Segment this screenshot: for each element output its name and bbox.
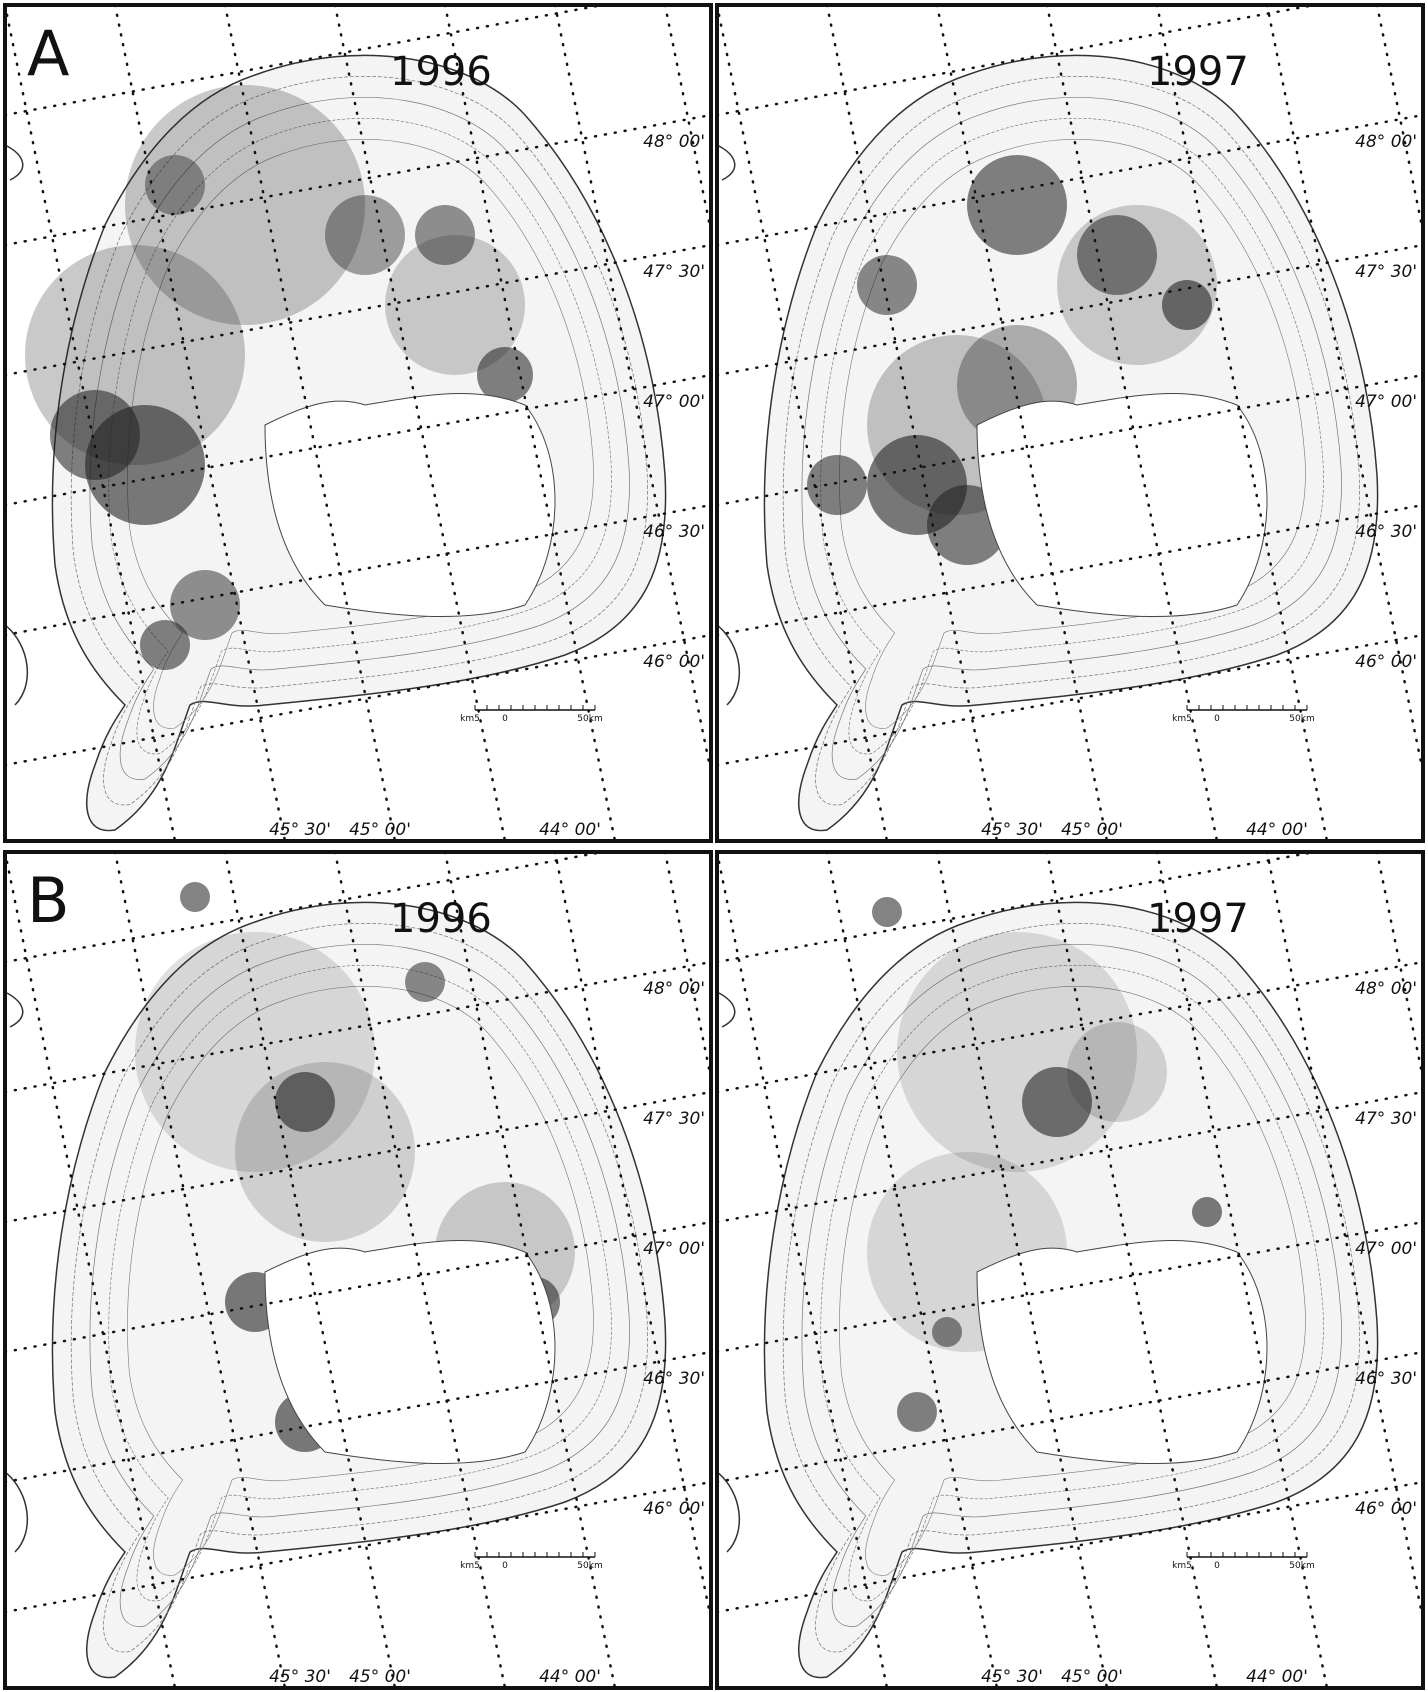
longitude-label: 44° 00' xyxy=(1246,820,1308,840)
latitude-label: 47° 30' xyxy=(1355,1109,1417,1129)
scale-label: km5 xyxy=(460,714,480,724)
longitude-label: 45° 00' xyxy=(349,820,411,840)
density-patch xyxy=(857,255,917,315)
latitude-label: 47° 00' xyxy=(1355,392,1417,412)
longitude-label: 45° 30' xyxy=(269,1667,331,1687)
latitude-label: 46° 00' xyxy=(1355,652,1417,672)
scale-label: 50km xyxy=(577,1561,602,1571)
density-patch xyxy=(140,620,190,670)
latitude-label: 48° 00' xyxy=(1355,132,1417,152)
longitude-label: 45° 30' xyxy=(981,820,1043,840)
latitude-label: 46° 30' xyxy=(643,1369,705,1389)
panel-label: B xyxy=(27,864,70,937)
longitude-label: 44° 00' xyxy=(539,820,601,840)
panel-label: A xyxy=(27,17,69,90)
map-panel: 1997 48° 00' 47° 30' 47° 00' 46° 30' 46° 00' 4… xyxy=(717,832,1428,1688)
year-label: 1996 xyxy=(390,896,492,942)
longitude-label: 45° 00' xyxy=(1061,820,1123,840)
inner-shoal xyxy=(265,393,555,616)
density-patch xyxy=(385,235,525,375)
latitude-label: 47° 30' xyxy=(1355,262,1417,282)
latitude-label: 46° 00' xyxy=(643,1499,705,1519)
longitude-label: 44° 00' xyxy=(539,1667,601,1687)
density-patch xyxy=(872,897,902,927)
latitude-label: 47° 00' xyxy=(643,392,705,412)
longitude-label: 45° 30' xyxy=(269,820,331,840)
map-panel: 1997 48° 00' 47° 30' 47° 00' 46° 30' 46° 00' 4… xyxy=(717,0,1428,841)
year-label: 1996 xyxy=(390,49,492,95)
density-patch xyxy=(1057,205,1217,365)
density-patch xyxy=(135,932,375,1172)
latitude-label: 47° 00' xyxy=(1355,1239,1417,1259)
map-panel: B 1996 48° 00' 47° 30' 47° 00' 46° 30' 46° 00'… xyxy=(5,832,835,1688)
longitude-label: 45° 30' xyxy=(981,1667,1043,1687)
latitude-label: 48° 00' xyxy=(1355,979,1417,999)
scale-label: 0 xyxy=(1214,1561,1220,1571)
density-patch xyxy=(25,245,245,465)
scale-label: km5 xyxy=(460,1561,480,1571)
map-panel: A 1996 48° 00' 47° 30' 47° 00' 46° 30' 46° 00'… xyxy=(5,0,835,841)
latitude-label: 47° 00' xyxy=(643,1239,705,1259)
scale-label: km5 xyxy=(1172,714,1192,724)
density-patch xyxy=(897,1392,937,1432)
latitude-label: 46° 00' xyxy=(1355,1499,1417,1519)
scale-label: 50km xyxy=(577,714,602,724)
scale-label: km5 xyxy=(1172,1561,1192,1571)
scale-label: 50km xyxy=(1289,714,1314,724)
latitude-label: 46° 30' xyxy=(643,522,705,542)
year-label: 1997 xyxy=(1147,896,1249,942)
scale-label: 0 xyxy=(1214,714,1220,724)
inner-shoal xyxy=(977,393,1267,616)
inner-shoal xyxy=(977,1240,1267,1463)
scale-label: 50km xyxy=(1289,1561,1314,1571)
latitude-label: 48° 00' xyxy=(643,132,705,152)
latitude-label: 46° 30' xyxy=(1355,1369,1417,1389)
density-patch xyxy=(967,155,1067,255)
latitude-label: 46° 00' xyxy=(643,652,705,672)
longitude-label: 44° 00' xyxy=(1246,1667,1308,1687)
latitude-label: 46° 30' xyxy=(1355,522,1417,542)
density-patch xyxy=(180,882,210,912)
density-patch xyxy=(1192,1197,1222,1227)
longitude-label: 45° 00' xyxy=(1061,1667,1123,1687)
density-patch xyxy=(1067,1022,1167,1122)
latitude-label: 47° 30' xyxy=(643,1109,705,1129)
scale-label: 0 xyxy=(502,1561,508,1571)
density-patch xyxy=(405,962,445,1002)
inner-shoal xyxy=(265,1240,555,1463)
longitude-label: 45° 00' xyxy=(349,1667,411,1687)
latitude-label: 48° 00' xyxy=(643,979,705,999)
year-label: 1997 xyxy=(1147,49,1249,95)
scale-label: 0 xyxy=(502,714,508,724)
figure: A 1996 48° 00' 47° 30' 47° 00' 46° 30' 46° 00'… xyxy=(0,0,1428,1692)
latitude-label: 47° 30' xyxy=(643,262,705,282)
density-patch xyxy=(807,455,867,515)
